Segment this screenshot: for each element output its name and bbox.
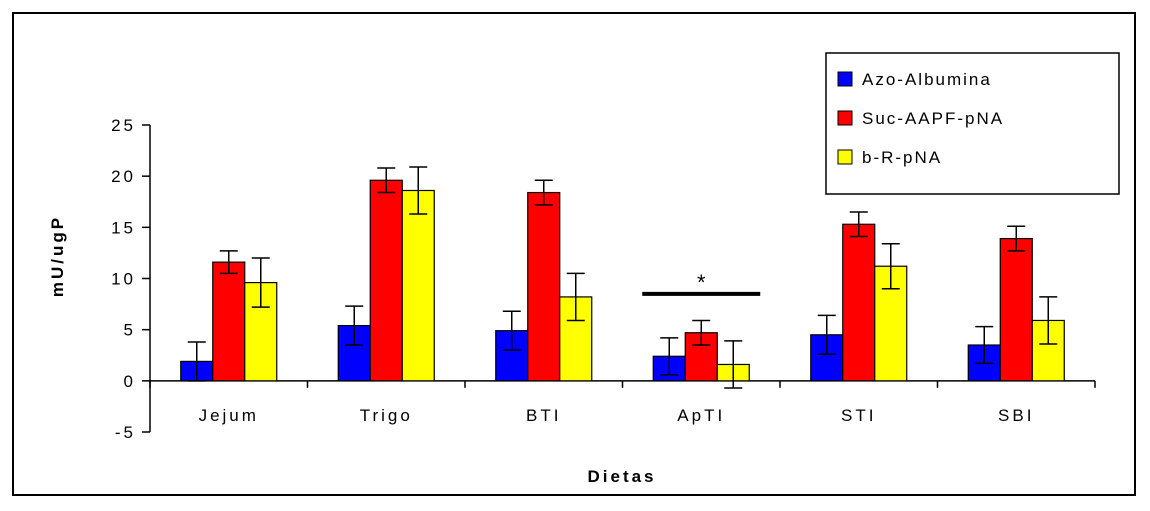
legend-entry: b-R-pNA xyxy=(862,148,942,167)
annotations: * xyxy=(642,270,761,296)
bars xyxy=(180,179,1065,382)
y-tick-labels: -5 0 5 10 15 20 25 xyxy=(111,116,136,442)
legend-box xyxy=(825,52,1120,195)
category-label: BTI xyxy=(526,406,561,425)
legend-entry: Azo-Albumina xyxy=(862,70,992,89)
y-tick-label: 10 xyxy=(111,270,136,289)
bar xyxy=(842,223,876,382)
y-tick-label: 25 xyxy=(111,116,136,135)
y-tick-label: 5 xyxy=(124,321,136,340)
y-axis-title: mU/ugP xyxy=(48,215,67,297)
category-label: ApTI xyxy=(677,406,725,425)
bar xyxy=(212,261,246,382)
error-bars xyxy=(187,166,1058,389)
bar xyxy=(874,265,908,382)
y-tick-label: 20 xyxy=(111,167,136,186)
y-tick-label: -5 xyxy=(115,423,136,442)
y-tick-label: 15 xyxy=(111,218,136,237)
legend-swatch xyxy=(837,149,853,165)
bar xyxy=(401,189,435,382)
category-label: STI xyxy=(841,406,876,425)
category-labels: Jejum Trigo BTI ApTI STI SBI xyxy=(199,406,1034,425)
legend-swatch xyxy=(837,71,853,87)
category-label: SBI xyxy=(998,406,1034,425)
bar xyxy=(527,191,561,382)
axes xyxy=(142,124,1096,433)
x-axis-title: Dietas xyxy=(587,467,656,486)
bar xyxy=(369,179,403,382)
category-label: Trigo xyxy=(360,406,413,425)
significance-asterisk: * xyxy=(697,270,706,295)
y-tick-label: 0 xyxy=(124,372,136,391)
category-label: Jejum xyxy=(199,406,259,425)
legend-swatch xyxy=(837,110,853,126)
bar xyxy=(999,237,1033,382)
legend: Azo-Albumina Suc-AAPF-pNA b-R-pNA xyxy=(825,52,1120,195)
legend-entry: Suc-AAPF-pNA xyxy=(862,109,1004,128)
